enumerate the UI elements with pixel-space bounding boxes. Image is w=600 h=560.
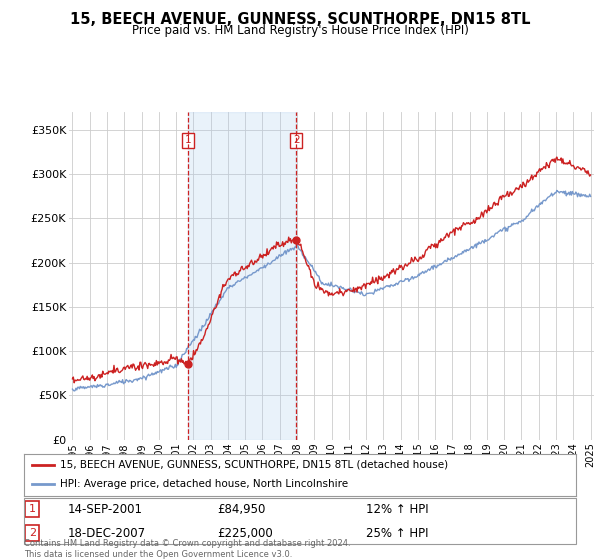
Text: £84,950: £84,950: [217, 502, 266, 516]
Text: Price paid vs. HM Land Registry's House Price Index (HPI): Price paid vs. HM Land Registry's House …: [131, 24, 469, 37]
Text: 12% ↑ HPI: 12% ↑ HPI: [366, 502, 429, 516]
Text: 15, BEECH AVENUE, GUNNESS, SCUNTHORPE, DN15 8TL: 15, BEECH AVENUE, GUNNESS, SCUNTHORPE, D…: [70, 12, 530, 27]
Bar: [188, 112, 296, 440]
Text: 14-SEP-2001: 14-SEP-2001: [68, 502, 143, 516]
Text: 25% ↑ HPI: 25% ↑ HPI: [366, 526, 429, 540]
Text: Contains HM Land Registry data © Crown copyright and database right 2024.
This d: Contains HM Land Registry data © Crown c…: [24, 539, 350, 559]
Text: 18-DEC-2007: 18-DEC-2007: [68, 526, 146, 540]
Text: 2: 2: [29, 528, 36, 538]
Text: 1: 1: [185, 136, 191, 146]
Text: £225,000: £225,000: [217, 526, 273, 540]
Text: 15, BEECH AVENUE, GUNNESS, SCUNTHORPE, DN15 8TL (detached house): 15, BEECH AVENUE, GUNNESS, SCUNTHORPE, D…: [60, 460, 448, 470]
Text: HPI: Average price, detached house, North Lincolnshire: HPI: Average price, detached house, Nort…: [60, 479, 348, 489]
Text: 1: 1: [29, 504, 36, 514]
Text: 2: 2: [293, 136, 299, 146]
